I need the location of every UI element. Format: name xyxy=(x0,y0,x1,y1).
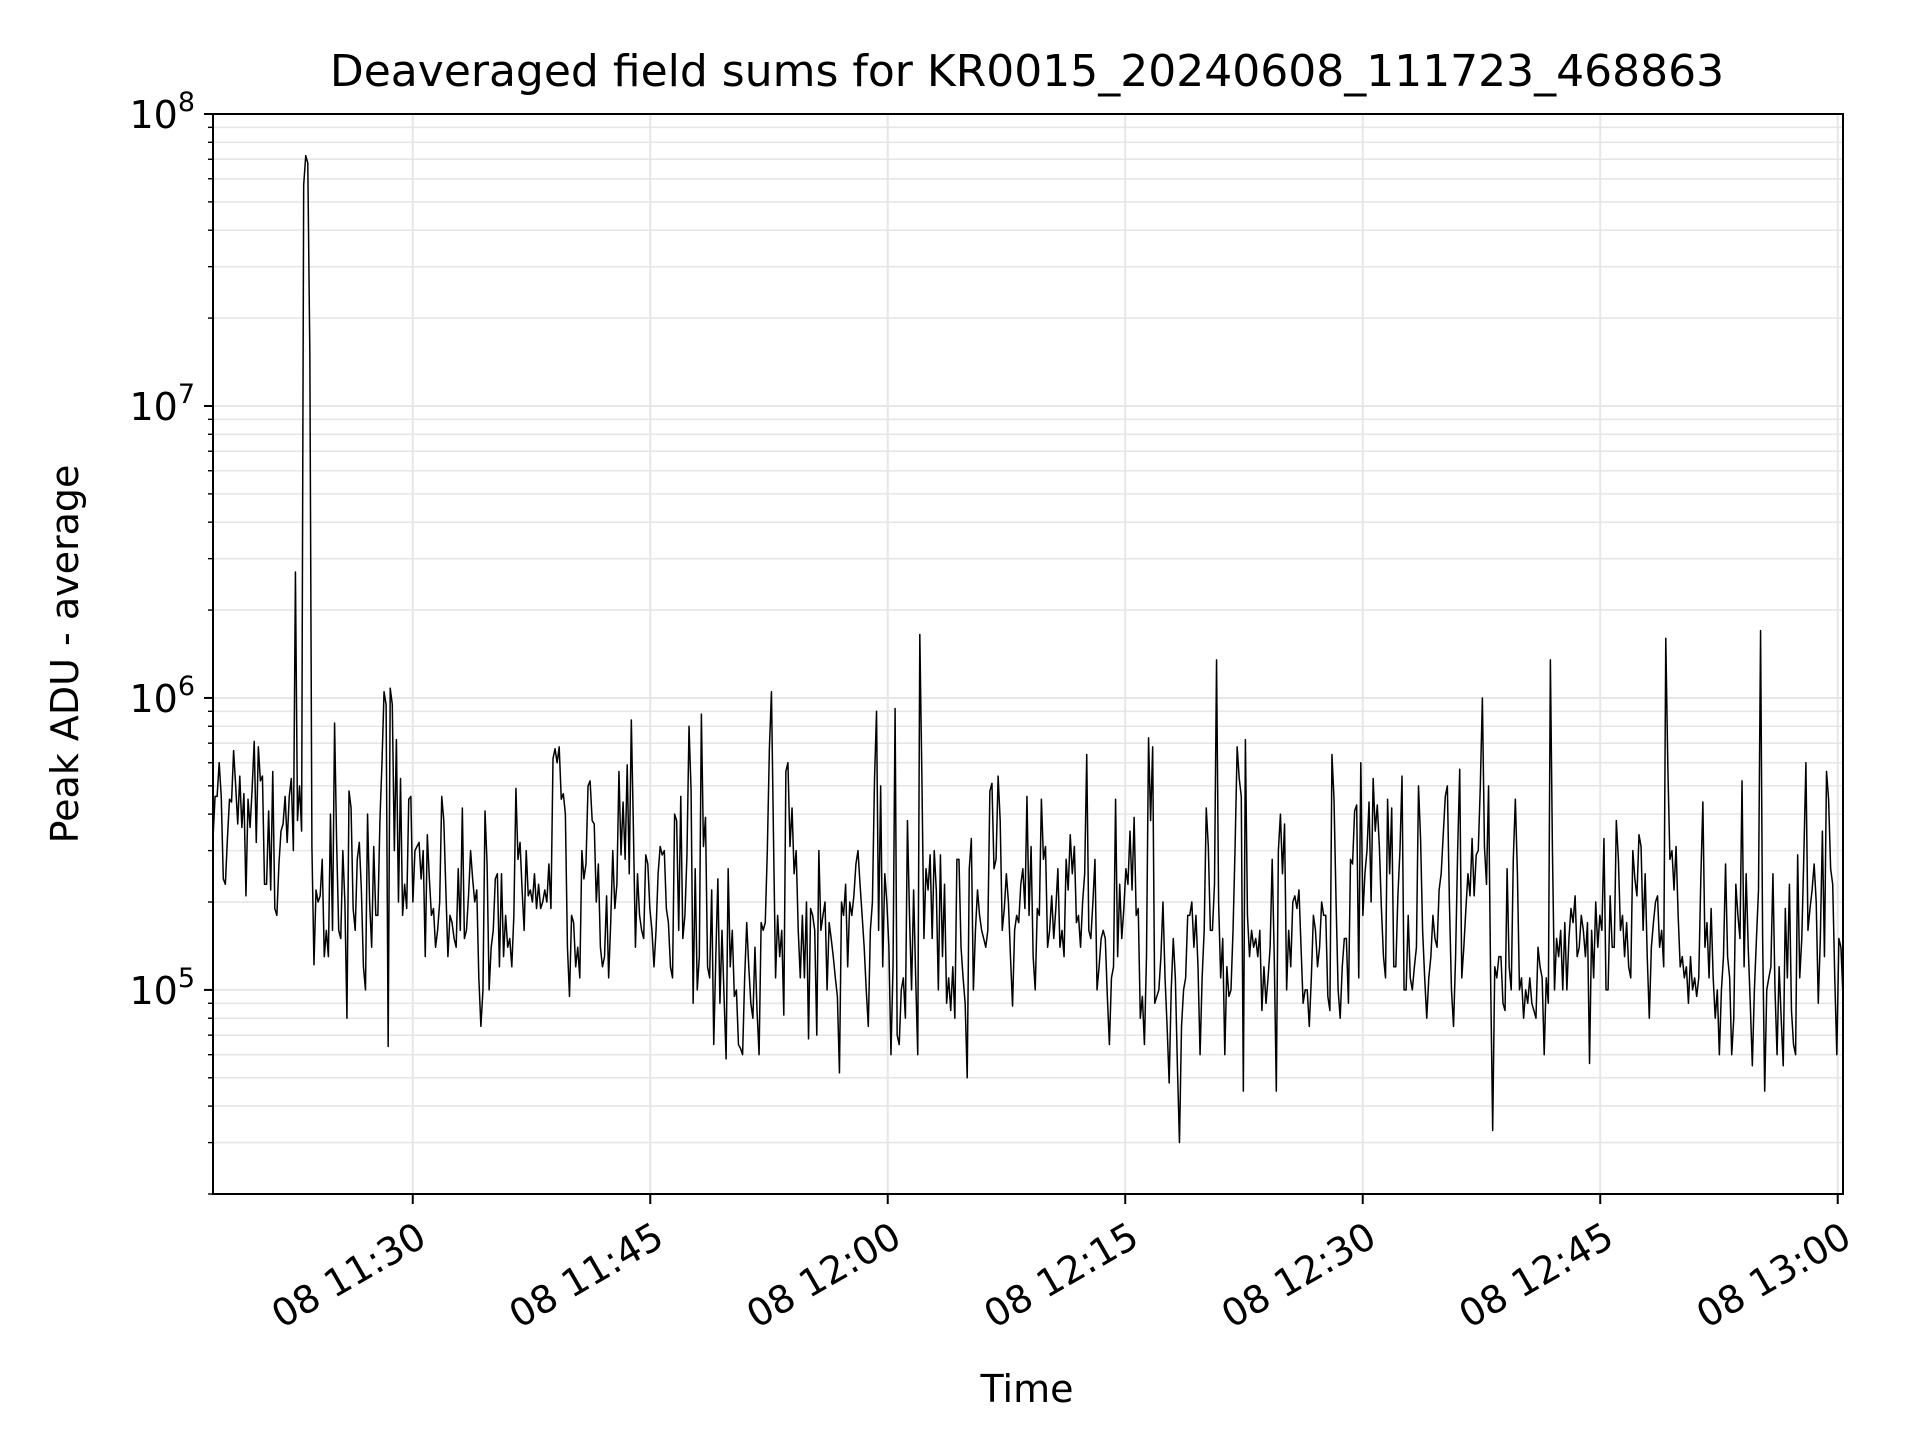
y-tick-label: 105 xyxy=(129,963,195,1013)
y-tick-label: 108 xyxy=(129,87,195,137)
y-tick-label-exponent: 7 xyxy=(178,379,195,410)
y-tick-label-exponent: 8 xyxy=(178,87,195,118)
y-tick-label-base: 10 xyxy=(129,969,177,1013)
y-tick-label: 107 xyxy=(129,379,195,429)
data-series xyxy=(212,154,1844,1144)
chart-title: Deaveraged field sums for KR0015_2024060… xyxy=(330,46,1724,97)
y-tick-label-exponent: 6 xyxy=(178,671,195,702)
y-axis-label: Peak ADU - average xyxy=(43,465,87,844)
y-tick-label-exponent: 5 xyxy=(178,963,195,994)
series-line xyxy=(212,154,1844,1144)
y-tick-label-base: 10 xyxy=(129,385,177,429)
x-axis-label: Time xyxy=(980,1367,1074,1411)
y-tick-label-base: 10 xyxy=(129,93,177,137)
y-tick-label-base: 10 xyxy=(129,677,177,721)
plot-frame xyxy=(212,113,1844,1195)
y-tick-label: 106 xyxy=(129,671,195,721)
